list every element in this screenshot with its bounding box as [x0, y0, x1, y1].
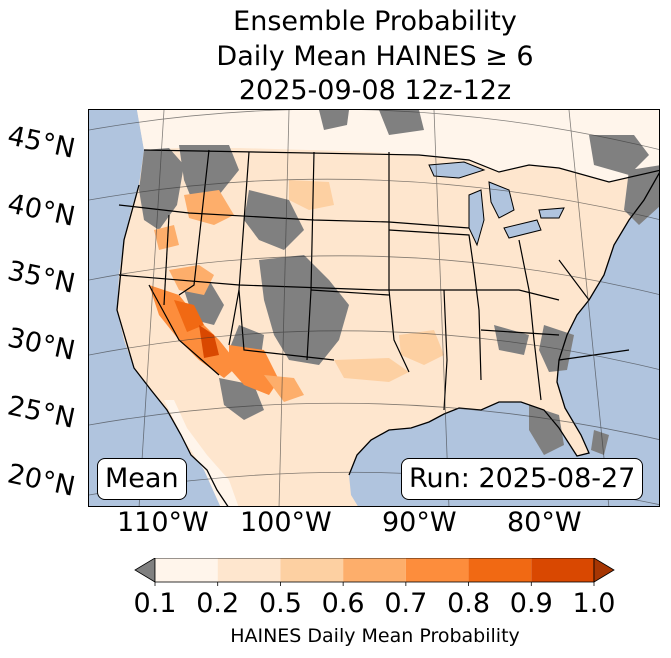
colorbar-tick-marks [154, 582, 595, 586]
colorbar-segment [217, 558, 281, 582]
map-svg [89, 110, 659, 506]
colorbar-segments [154, 558, 595, 583]
colorbar-segment [280, 558, 344, 582]
colorbar-over-arrow [593, 558, 615, 583]
colorbar-under-arrow [134, 558, 156, 583]
title-line-3: 2025-09-08 12z-12z [238, 75, 512, 106]
lat-label-25: 25°N [4, 390, 78, 435]
lat-label-35: 35°N [4, 255, 78, 300]
lat-label-20: 20°N [4, 458, 78, 503]
colorbar-tick-label: 0.6 [321, 588, 365, 619]
colorbar-segment [468, 558, 532, 582]
coastline [116, 172, 659, 506]
canada-region [137, 110, 659, 182]
title-line-2: Daily Mean HAINES ≥ 6 [216, 41, 534, 72]
lon-label-100: 100°W [240, 507, 332, 538]
colorbar-tick-label: 1.0 [572, 588, 616, 619]
title-line-1: Ensemble Probability [233, 6, 517, 37]
colorbar-tick-label: 0.8 [447, 588, 491, 619]
lon-label-110: 110°W [117, 507, 209, 538]
colorbar-tick-label: 0.2 [196, 588, 240, 619]
colorbar-label: HAINES Daily Mean Probability [230, 625, 520, 647]
colorbar-tick-label: 0.7 [384, 588, 428, 619]
run-label-box: Run: 2025-08-27 [401, 458, 644, 500]
stat-label-box: Mean [97, 458, 187, 500]
colorbar-segment [343, 558, 406, 582]
colorbar-segment [155, 558, 218, 582]
lon-label-90: 90°W [382, 507, 457, 538]
colorbar-segment [531, 558, 594, 582]
lat-label-30: 30°N [4, 322, 78, 367]
colorbar [134, 558, 615, 586]
lon-label-80: 80°W [507, 507, 582, 538]
lat-label-45: 45°N [4, 120, 78, 165]
colorbar-segment [405, 558, 469, 582]
colorbar-tick-label: 0.9 [509, 588, 553, 619]
state-borders [118, 149, 659, 411]
map-panel [88, 109, 660, 507]
colorbar-tick-label: 0.1 [133, 588, 177, 619]
baja-region [164, 400, 239, 506]
high-probability-areas [149, 180, 444, 402]
colorbar-tick-label: 0.5 [258, 588, 302, 619]
lat-label-40: 40°N [4, 188, 78, 233]
